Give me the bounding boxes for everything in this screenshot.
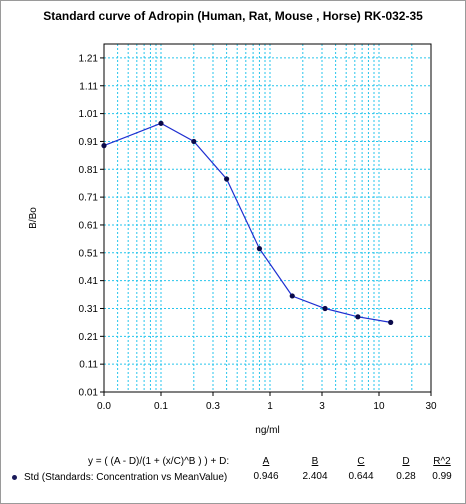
data-point [158, 120, 164, 126]
y-tick-label: 0.31 [79, 304, 99, 315]
x-tick-label: 0.0 [97, 401, 111, 412]
data-point [191, 138, 197, 145]
series-line [103, 122, 391, 323]
x-tick-label: 0.3 [206, 401, 220, 412]
x-tick-label: 30 [425, 401, 437, 412]
x-tick-label: 10 [373, 401, 385, 412]
param-r2-name: R^2 [433, 456, 451, 467]
data-point [289, 293, 295, 299]
param-a: A 0.946 [246, 456, 286, 482]
param-a-name: A [262, 456, 270, 467]
data-point [101, 143, 107, 149]
param-d: D 0.28 [386, 456, 426, 482]
param-r2: R^2 0.99 [424, 456, 460, 482]
x-tick-label: 3 [319, 401, 325, 412]
y-tick-label: 0.71 [79, 193, 99, 204]
plot-area-border [103, 43, 432, 393]
y-tick-label: 0.41 [79, 276, 99, 287]
param-b: B 2.404 [295, 456, 335, 482]
y-axis-label: B/Bo [28, 207, 39, 229]
x-tick-label: 0.1 [154, 401, 168, 412]
x-axis-label: ng/ml [255, 425, 279, 436]
param-a-value: 0.946 [253, 471, 279, 482]
param-c: C 0.644 [341, 456, 381, 482]
y-tick-label: 0.51 [79, 248, 99, 259]
param-b-name: B [311, 456, 319, 467]
chart-title: Standard curve of Adropin (Human, Rat, M… [43, 9, 423, 23]
y-tick-label: 1.01 [79, 109, 99, 120]
data-point [355, 314, 361, 320]
y-tick-label: 1.11 [79, 81, 98, 92]
legend-entry: Std (Standards: Concentration vs MeanVal… [12, 472, 227, 483]
y-tick-label: 0.11 [79, 360, 98, 371]
param-d-name: D [402, 456, 410, 467]
y-tick-label: 0.61 [79, 220, 99, 231]
legend-series-name: Std (Standards: Concentration vs MeanVal… [24, 472, 228, 483]
y-tick-label: 0.81 [79, 165, 99, 176]
y-tick-label: 1.21 [79, 53, 99, 64]
y-tick-label: 0.01 [79, 388, 99, 399]
param-c-value: 0.644 [348, 471, 374, 482]
param-c-name: C [357, 456, 365, 467]
param-b-value: 2.404 [302, 471, 328, 482]
y-tick-label: 0.91 [79, 137, 99, 148]
y-tick-label: 0.21 [79, 332, 99, 343]
data-point [256, 246, 263, 252]
data-point [322, 305, 328, 312]
data-point [388, 319, 394, 325]
param-r2-value: 0.99 [432, 471, 452, 482]
param-d-value: 0.28 [396, 471, 416, 482]
legend-marker [12, 474, 17, 480]
fit-equation: y = ( (A - D)/(1 + (x/C)^B ) ) + D: [88, 456, 230, 467]
data-point [224, 176, 230, 182]
x-tick-label: 1 [267, 401, 273, 412]
